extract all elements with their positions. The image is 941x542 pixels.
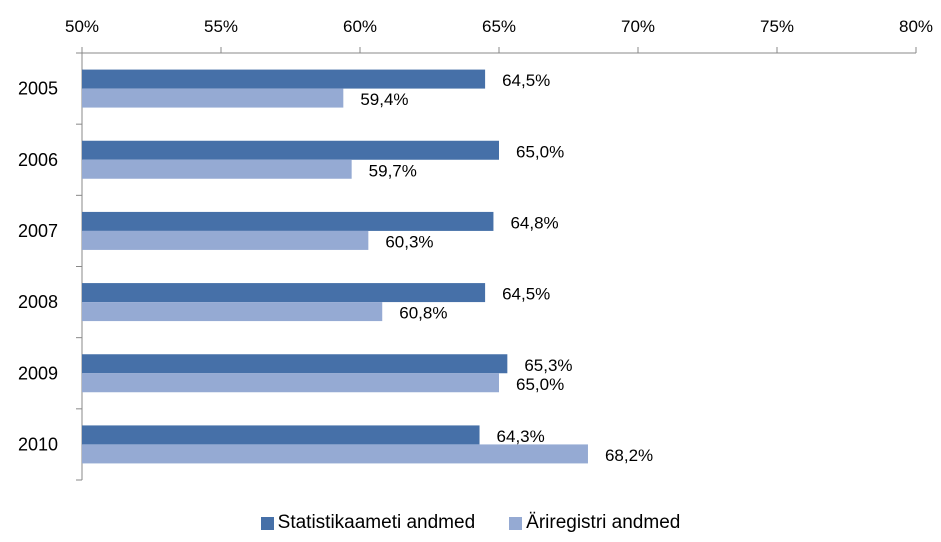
category-label: 2005 [18, 79, 58, 99]
data-label: 65,0% [516, 142, 564, 161]
legend-label-series-1: Statistikaameti andmed [277, 512, 476, 533]
bar-ariregistri [82, 159, 352, 179]
bar-ariregistri [82, 373, 499, 393]
category-label: 2007 [18, 221, 58, 241]
bar-statistikaameti [82, 354, 508, 374]
category-label: 2010 [18, 434, 58, 454]
bar-statistikaameti [82, 69, 486, 89]
bar-statistikaameti [82, 140, 499, 160]
data-label: 59,4% [360, 90, 408, 109]
x-tick-label: 70% [621, 17, 655, 36]
x-tick-label: 55% [204, 17, 238, 36]
data-label: 59,7% [369, 161, 417, 180]
legend-label-series-2: Äriregistri andmed [526, 512, 681, 533]
data-label: 60,8% [399, 304, 447, 323]
x-tick-label: 75% [760, 17, 794, 36]
x-tick-label: 50% [65, 17, 99, 36]
data-labels: 64,5% 59,4% 65,0% 59,7% 64,8% 60,3% 64,5% 60,8%… [360, 71, 653, 465]
bar-statistikaameti [82, 211, 494, 231]
category-label: 2006 [18, 150, 58, 170]
bar-ariregistri [82, 302, 383, 322]
category-label: 2009 [18, 363, 58, 383]
data-label: 64,5% [502, 71, 550, 90]
bars [82, 69, 588, 464]
bar-statistikaameti [82, 283, 486, 303]
bar-ariregistri [82, 230, 369, 250]
legend-swatch-series-1 [260, 516, 274, 530]
legend-item-series-2: Äriregistri andmed [509, 512, 680, 534]
bar-ariregistri [82, 88, 344, 108]
bar-statistikaameti [82, 425, 480, 445]
data-label: 64,8% [510, 213, 558, 232]
legend-item-series-1: Statistikaameti andmed [260, 512, 476, 534]
x-tick-label: 60% [343, 17, 377, 36]
axes: 50% 55% 60% 65% 70% 75% 80% 2005 2006 2007 2008 200… [18, 17, 933, 481]
data-label: 65,0% [516, 375, 564, 394]
legend: Statistikaameti andmed Äriregistri andme… [0, 512, 941, 534]
bar-ariregistri [82, 444, 588, 464]
data-label: 60,3% [385, 232, 433, 251]
data-label: 64,5% [502, 285, 550, 304]
x-tick-label: 65% [482, 17, 516, 36]
legend-swatch-series-2 [509, 516, 523, 530]
category-label: 2008 [18, 292, 58, 312]
data-label: 64,3% [497, 427, 545, 446]
data-label: 68,2% [605, 446, 653, 465]
data-label: 65,3% [524, 356, 572, 375]
x-tick-label: 80% [899, 17, 933, 36]
